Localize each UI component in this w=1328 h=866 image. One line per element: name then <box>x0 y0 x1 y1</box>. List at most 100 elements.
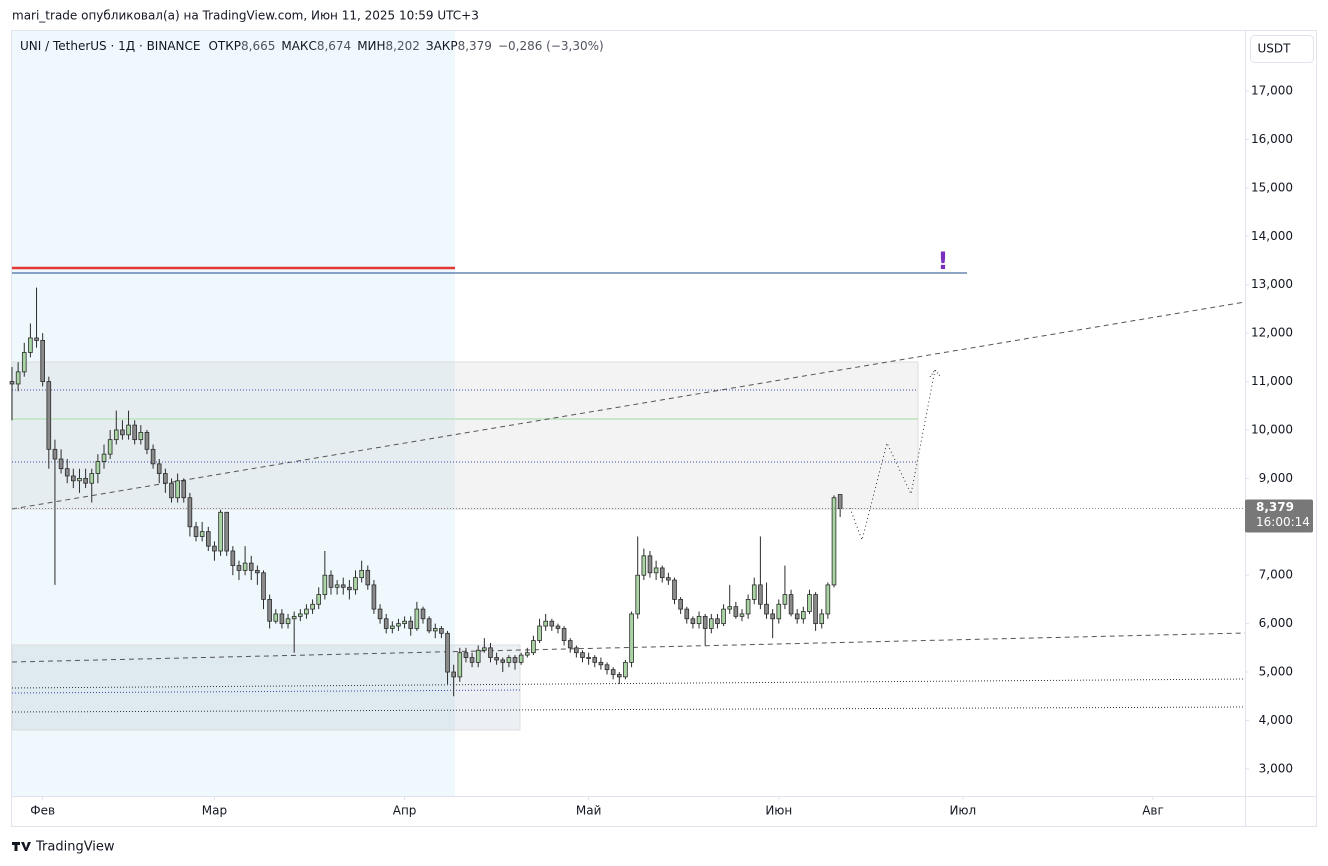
candle-body <box>518 654 524 663</box>
x-tick-label: Мар <box>202 804 227 818</box>
x-tick-label: Июл <box>949 804 976 818</box>
published-line: mari_trade опубликовал(а) на TradingView… <box>12 9 479 23</box>
candle-body <box>475 649 481 663</box>
candle-body <box>432 628 438 632</box>
y-tick-label: 9,000 <box>1259 471 1293 485</box>
candle-body <box>365 569 371 586</box>
candle-body <box>463 652 469 658</box>
candle-body <box>255 569 260 574</box>
ohlc-value: 8,674 <box>317 39 351 53</box>
candle-body <box>15 371 21 385</box>
candle-body <box>715 618 720 625</box>
highlight-zone <box>12 31 455 796</box>
symbol-header: UNI / TetherUS · 1Д · BINANCE ОТКР8,665 МА… <box>20 39 604 53</box>
candle-body <box>543 620 548 627</box>
candle-body <box>807 594 812 612</box>
candle-body <box>709 618 714 629</box>
candle-body <box>101 453 107 462</box>
candle-body <box>236 565 242 571</box>
candle-body <box>567 640 573 649</box>
candle-body <box>46 381 52 450</box>
candle-body <box>95 461 101 474</box>
candle-body <box>494 657 499 661</box>
candle-body <box>537 625 542 641</box>
candle-body <box>193 526 199 537</box>
candle-body <box>242 562 248 571</box>
candle-body <box>524 652 530 656</box>
candle-body <box>408 620 414 629</box>
candle-body <box>727 606 733 610</box>
candle-body <box>647 555 653 574</box>
candle-body <box>212 545 217 552</box>
candle-body <box>837 494 843 509</box>
candle-body <box>83 477 88 484</box>
candle-body <box>506 657 512 663</box>
candle-body <box>199 531 205 537</box>
candle-body <box>52 448 58 460</box>
candle-body <box>819 613 825 625</box>
candle-body <box>402 620 407 625</box>
candle-body <box>420 608 426 620</box>
y-tick-label: 7,000 <box>1259 568 1293 582</box>
candle-body <box>71 475 76 482</box>
symbol: UNI / TetherUS · 1Д · BINANCE <box>20 39 200 53</box>
candle-body <box>156 463 162 474</box>
candle-body <box>113 429 119 441</box>
candle-body <box>610 669 616 675</box>
candle-body <box>604 664 610 671</box>
candle-body <box>230 550 236 566</box>
y-tick-label: 4,000 <box>1259 713 1293 727</box>
candle-body <box>304 608 309 615</box>
candle-body <box>224 511 230 552</box>
candle-body <box>316 594 322 605</box>
candle-body <box>776 603 782 620</box>
y-tick-label: 3,000 <box>1259 761 1293 775</box>
candle-body <box>175 480 180 499</box>
candle-body <box>21 352 27 373</box>
candle-body <box>120 429 125 436</box>
candle-body <box>107 439 113 455</box>
candle-body <box>690 618 696 625</box>
candle-body <box>261 572 266 600</box>
range-box <box>11 361 919 510</box>
candle-body <box>328 574 334 588</box>
alert-icon: ! <box>938 247 949 275</box>
candle-body <box>616 674 622 678</box>
trend-line <box>11 632 1246 663</box>
candle-body <box>248 562 254 571</box>
candle-body <box>322 574 328 595</box>
candle-body <box>764 603 769 615</box>
candle-body <box>831 497 837 586</box>
ohlc-label: ОТКР <box>208 39 241 53</box>
ohlc-value: 8,379 <box>458 39 492 53</box>
candle-body <box>77 477 82 482</box>
ohlc-label: МИН <box>357 39 385 53</box>
candle-body <box>64 468 70 477</box>
candle-body <box>635 574 641 615</box>
candle-body <box>672 579 677 600</box>
candle-body <box>181 480 187 499</box>
y-tick-label: 14,000 <box>1251 229 1293 243</box>
candle-body <box>782 594 788 605</box>
candle-body <box>144 431 150 450</box>
candle-body <box>414 608 420 629</box>
candle-body <box>126 424 131 436</box>
currency-button[interactable] <box>1250 35 1314 63</box>
candle-body <box>801 611 806 620</box>
candle-body <box>549 620 555 627</box>
candle-body <box>702 615 708 629</box>
candle-body <box>733 606 739 617</box>
candle-body <box>598 661 604 666</box>
symbol-line: UNI / TetherUS · 1Д · BINANCE ОТКР8,665 МА… <box>20 39 604 53</box>
candle-body <box>377 608 383 620</box>
y-tick-label: 11,000 <box>1251 374 1293 388</box>
y-tick-label: 17,000 <box>1251 84 1293 98</box>
candle-body <box>745 599 751 615</box>
candle-body <box>629 613 634 663</box>
candle-body <box>794 613 800 620</box>
x-tick-label: Май <box>576 804 602 818</box>
candle-body <box>9 381 15 385</box>
candle-body <box>469 657 475 663</box>
candle-body <box>205 531 211 547</box>
